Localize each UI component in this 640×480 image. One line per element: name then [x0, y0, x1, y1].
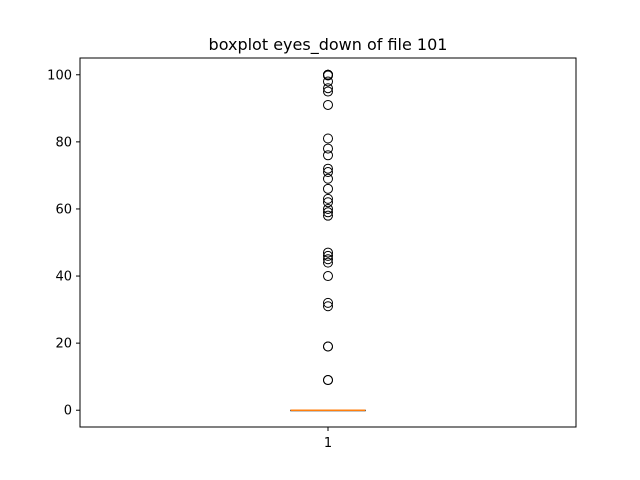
outlier-point — [323, 133, 333, 144]
outlier-point — [323, 250, 333, 261]
outlier-point — [323, 210, 333, 221]
outlier-point — [323, 247, 333, 258]
y-tick-label: 20 — [55, 337, 72, 352]
outlier-point — [323, 70, 333, 81]
y-tick-label: 60 — [55, 202, 72, 217]
outlier-point — [323, 76, 333, 87]
outlier-point — [323, 197, 333, 208]
outlier-point — [323, 86, 333, 97]
outlier-point — [323, 183, 333, 194]
outlier-point — [323, 99, 333, 110]
outlier-point — [323, 341, 333, 352]
outlier-point — [323, 173, 333, 184]
outlier-point — [323, 301, 333, 312]
outlier-point — [323, 207, 333, 218]
outlier-point — [323, 83, 333, 94]
outlier-point — [323, 257, 333, 268]
chart-title: boxplot eyes_down of file 101 — [209, 35, 448, 55]
outlier-point — [323, 163, 333, 174]
outlier-point — [323, 375, 333, 386]
outlier-point — [323, 150, 333, 161]
x-tick-label: 1 — [324, 436, 332, 451]
y-tick-label: 40 — [55, 270, 72, 285]
plot-frame — [79, 57, 577, 428]
y-tick-label: 0 — [64, 404, 72, 419]
y-tick-label: 80 — [55, 135, 72, 150]
outlier-point — [323, 167, 333, 178]
y-tick-label: 100 — [47, 68, 72, 83]
outlier-point — [323, 203, 333, 214]
outlier-point — [323, 271, 333, 282]
outlier-point — [323, 143, 333, 154]
outlier-point — [323, 254, 333, 265]
plot-area: 0 20 40 60 80 100 1 — [47, 68, 366, 451]
outlier-point — [323, 297, 333, 308]
outlier-point — [323, 193, 333, 204]
